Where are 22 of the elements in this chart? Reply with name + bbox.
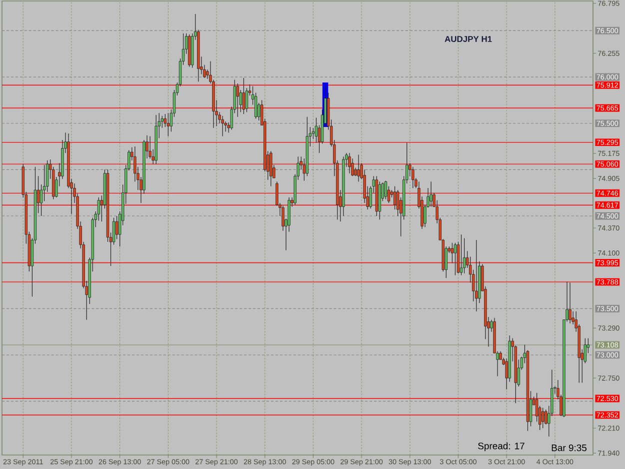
candlestick (450, 242, 454, 264)
candlestick (462, 238, 466, 274)
candlestick (357, 154, 360, 182)
candlestick (412, 166, 414, 188)
annotation: Bar 9:35 (552, 444, 586, 452)
candlestick (270, 150, 272, 187)
candlestick (568, 282, 572, 324)
candlestick (542, 407, 544, 428)
candlestick (166, 112, 170, 137)
candlestick (460, 234, 463, 276)
candlestick (430, 181, 432, 207)
text: AUDJPY H1 (444, 36, 492, 42)
annotation: Spread: 17 (478, 442, 524, 452)
candlestick (236, 83, 240, 118)
candlestick (115, 216, 118, 240)
candlestick (393, 186, 396, 210)
candlestick (348, 152, 351, 174)
candlestick (221, 116, 224, 137)
candlestick (384, 180, 388, 200)
candlestick (242, 78, 246, 114)
candlestick (475, 240, 478, 312)
candlestick (454, 242, 457, 276)
